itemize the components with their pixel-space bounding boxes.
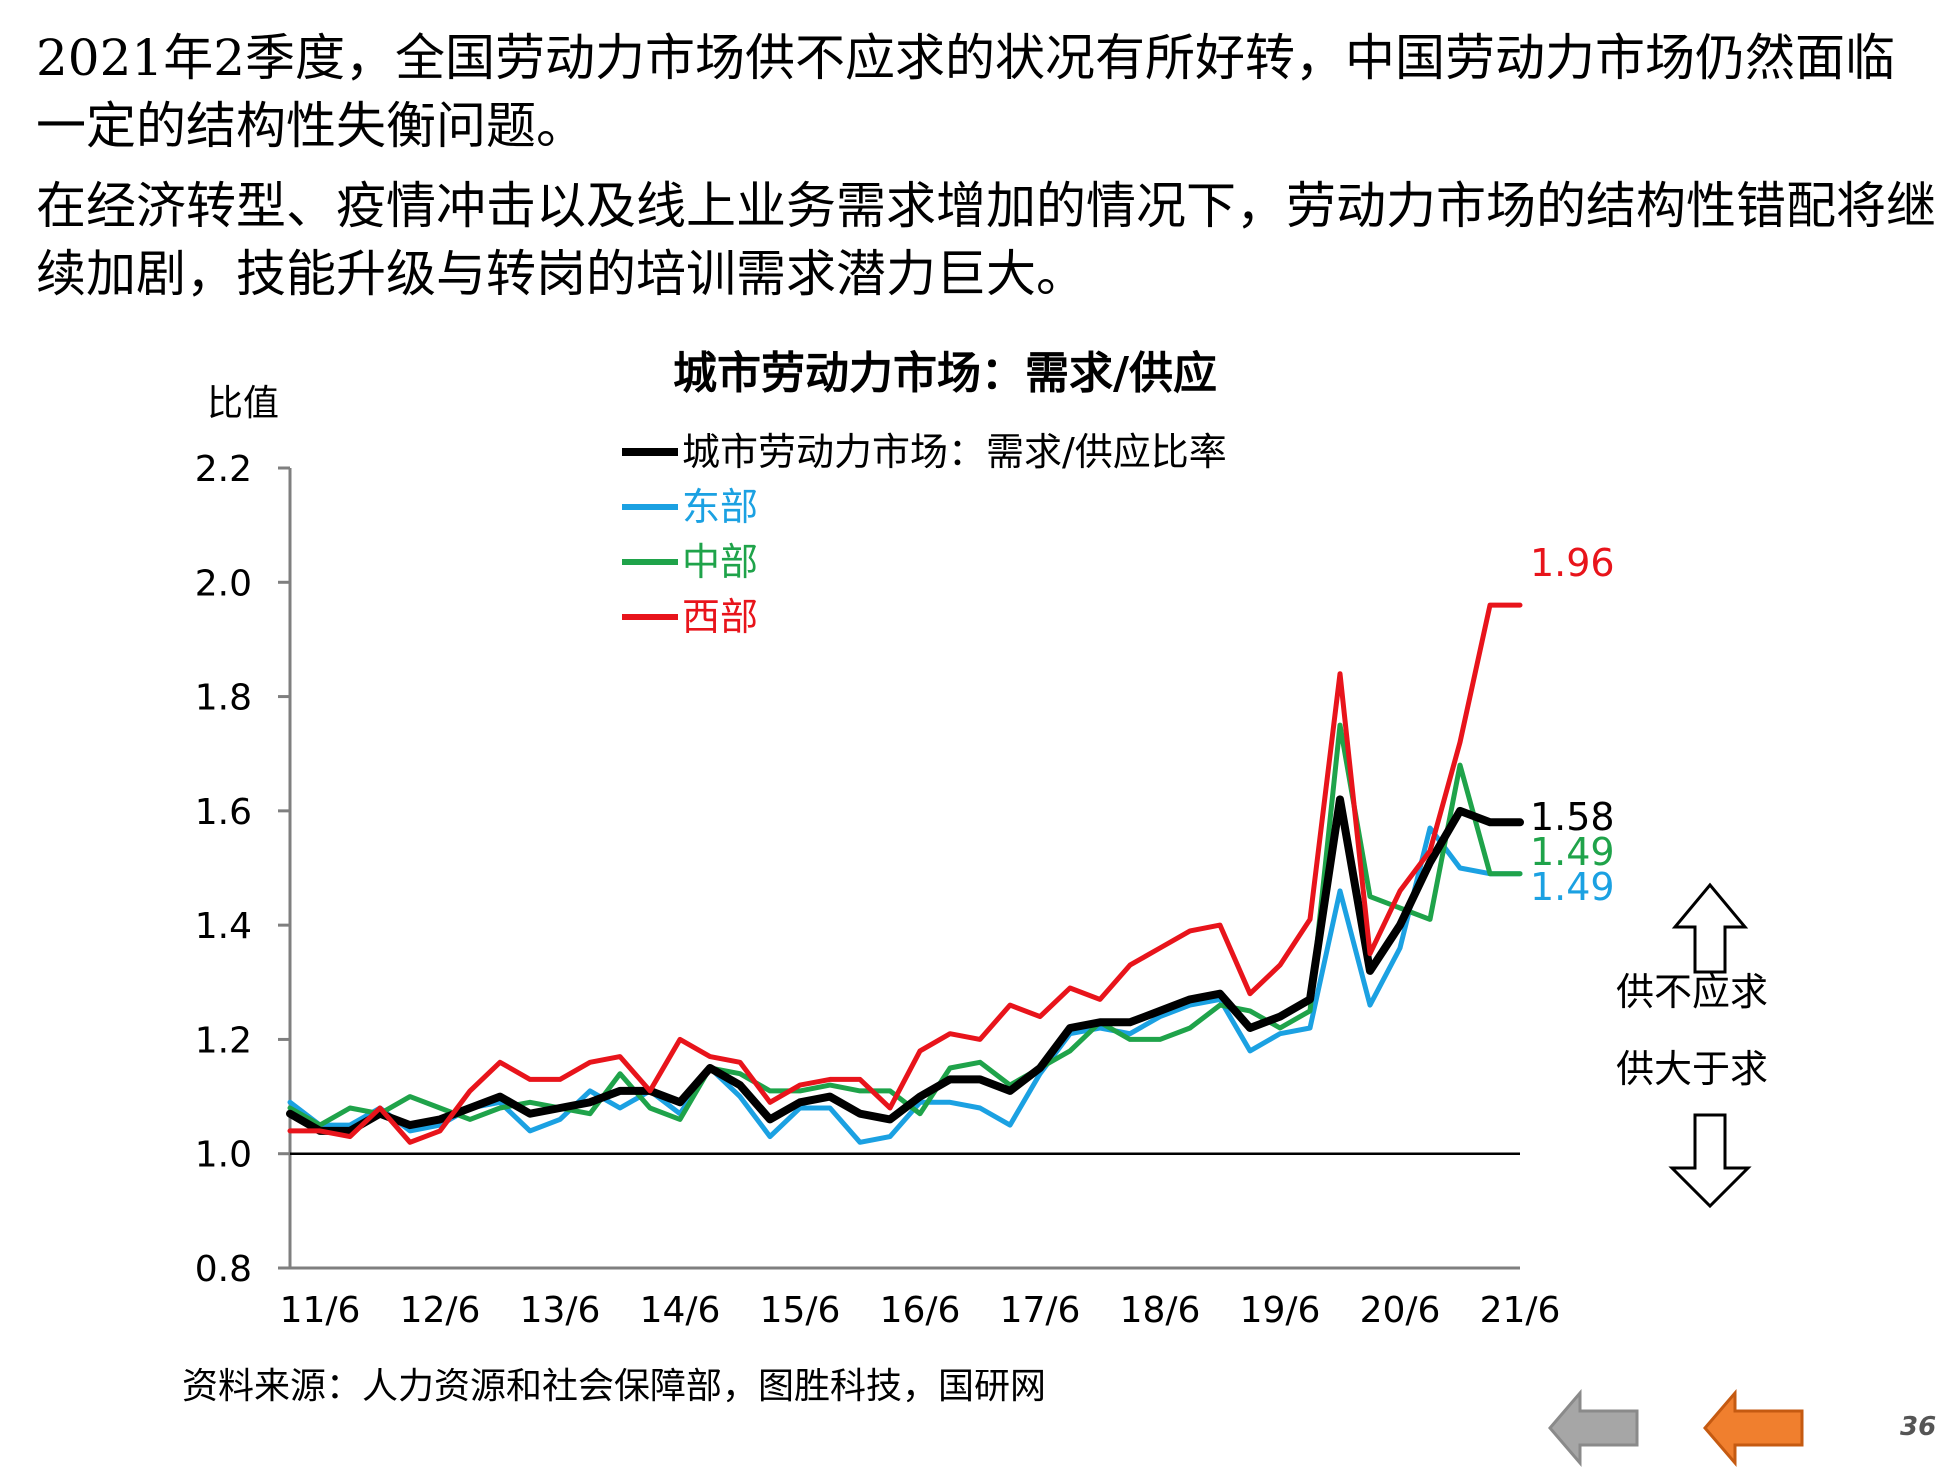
series-line-central (287, 722, 1523, 1128)
end-value-labels: 1.581.491.491.96 (1530, 541, 1615, 909)
x-tick-label: 17/6 (1000, 1290, 1081, 1331)
y-tick-label: 1.8 (195, 678, 252, 719)
down-arrow-icon (1668, 1113, 1752, 1209)
source-note: 资料来源：人力资源和社会保障部，图胜科技，国研网 (182, 1366, 1046, 1407)
annotation-surplus: 供大于求 (1616, 1047, 1768, 1091)
end-label-west: 1.96 (1530, 541, 1615, 585)
series-line-west (287, 602, 1523, 1145)
y-tick-label: 2.0 (195, 563, 252, 604)
end-label-east: 1.49 (1530, 865, 1615, 909)
x-tick-label: 12/6 (400, 1290, 481, 1331)
y-tick-label: 0.8 (195, 1249, 252, 1290)
x-tick-label: 16/6 (880, 1290, 961, 1331)
y-tick-label: 1.2 (195, 1020, 252, 1061)
x-tick-label: 18/6 (1120, 1290, 1201, 1331)
x-tick-label: 19/6 (1240, 1290, 1321, 1331)
x-tick-label: 11/6 (280, 1290, 361, 1331)
y-tick-label: 1.6 (195, 792, 252, 833)
x-tick-label: 21/6 (1480, 1290, 1561, 1331)
back-arrow-button[interactable] (1545, 1388, 1645, 1468)
page-number: 36 (1900, 1412, 1937, 1442)
x-tick-label: 15/6 (760, 1290, 841, 1331)
series-line-national (286, 795, 1524, 1135)
y-tick-label: 1.0 (195, 1135, 252, 1176)
x-tick-label: 20/6 (1360, 1290, 1441, 1331)
left-arrow-icon (1548, 1388, 1639, 1468)
end-label-national: 1.58 (1530, 795, 1615, 839)
up-arrow-icon (1671, 882, 1749, 974)
y-axis-label: 比值 (207, 383, 279, 424)
y-axis-ticks: 0.8 1.0 1.2 1.4 1.6 1.8 2.0 2.2 (195, 449, 290, 1290)
series-lines (286, 602, 1524, 1145)
x-axis-ticks: 11/6 12/6 13/6 14/6 15/6 16/6 17/6 18/6 19/6 20/6… (280, 1290, 1561, 1331)
legend-label-national: 城市劳动力市场：需求/供应比率 (682, 430, 1227, 474)
end-label-central: 1.49 (1530, 830, 1615, 874)
labor-market-chart: 城市劳动力市场：需求/供应 比值 0.8 1.0 1.2 1.4 1.6 1.8 2.0 2.… (182, 348, 1768, 1407)
legend-label-central: 中部 (682, 540, 758, 584)
x-tick-label: 14/6 (640, 1290, 721, 1331)
left-arrow-icon (1703, 1388, 1804, 1468)
intro-paragraph-1: 2021年2季度，全国劳动力市场供不应求的状况有所好转，中国劳动力市场仍然面临一… (36, 29, 1896, 155)
previous-page-button[interactable] (1700, 1388, 1810, 1468)
y-tick-label: 1.4 (195, 906, 252, 947)
legend-label-west: 西部 (682, 595, 758, 639)
intro-paragraph-2: 在经济转型、疫情冲击以及线上业务需求增加的情况下，劳动力市场的结构性错配将继续加… (36, 177, 1936, 303)
series-line-east (287, 825, 1523, 1145)
x-tick-label: 13/6 (520, 1290, 601, 1331)
y-tick-label: 2.2 (195, 449, 252, 490)
legend-label-east: 东部 (682, 485, 758, 529)
annotation-shortage: 供不应求 (1616, 970, 1768, 1014)
chart-title: 城市劳动力市场：需求/供应 (673, 348, 1217, 399)
